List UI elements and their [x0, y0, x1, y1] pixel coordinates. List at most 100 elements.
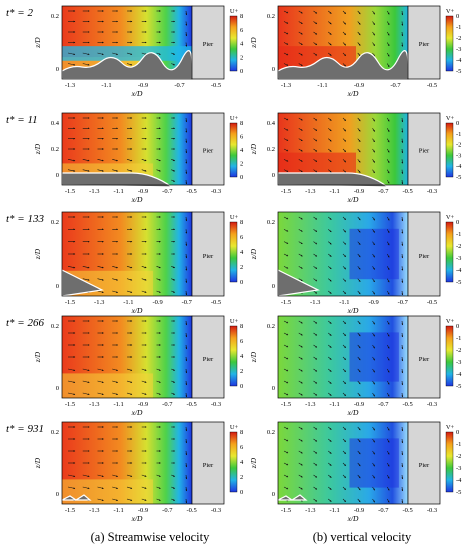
- velocity-vector: [328, 392, 332, 396]
- colorbar: [229, 431, 238, 493]
- colorbar-title: U+: [230, 115, 239, 122]
- velocity-vector: [401, 42, 404, 47]
- velocity-vector: [298, 52, 303, 56]
- velocity-vector: [401, 216, 404, 222]
- pier-block: [191, 211, 225, 297]
- velocity-vector: [342, 368, 347, 373]
- colorbar-tick: -2: [456, 347, 461, 354]
- velocity-vector: [112, 266, 119, 269]
- velocity-vector: [328, 278, 332, 282]
- velocity-vector: [313, 344, 318, 348]
- velocity-vector: [97, 266, 104, 269]
- x-tick-label: -1.3: [305, 188, 315, 195]
- y-tick-label: 0: [56, 385, 59, 392]
- velocity-vector: [401, 474, 404, 480]
- velocity-vector: [141, 392, 147, 395]
- velocity-vector: [401, 278, 404, 283]
- y-tick-label: 0: [56, 66, 59, 73]
- velocity-vector: [298, 474, 303, 478]
- y-axis-label: z/D: [249, 248, 258, 260]
- y-tick-label: 0: [272, 172, 275, 179]
- pier-label: Pier: [203, 253, 214, 260]
- downflow-zone: [278, 152, 356, 175]
- colorbar-tick: -5: [456, 279, 461, 286]
- near-bed-band: [62, 46, 192, 61]
- velocity-vector: [357, 229, 361, 233]
- velocity-vector: [372, 320, 375, 325]
- velocity-vector: [156, 368, 161, 371]
- colorbar-tick: -4: [456, 371, 462, 378]
- colorbar: [229, 15, 238, 72]
- x-tick-label: -0.5: [427, 82, 437, 89]
- velocity-vector: [313, 486, 318, 490]
- velocity-vector: [82, 380, 90, 384]
- x-axis-label: x/D: [131, 195, 143, 204]
- velocity-vector: [372, 332, 375, 337]
- time-label: t* = 11: [6, 114, 38, 126]
- velocity-vector: [386, 169, 390, 174]
- velocity-vector: [357, 356, 361, 361]
- velocity-vector: [342, 344, 347, 349]
- pier-label: Pier: [203, 41, 214, 48]
- velocity-vector: [283, 216, 289, 220]
- velocity-vector: [283, 52, 289, 56]
- velocity-vector: [185, 392, 188, 398]
- velocity-vector: [156, 290, 161, 293]
- velocity-vector: [126, 52, 133, 55]
- velocity-vector: [283, 63, 289, 66]
- velocity-vector: [372, 169, 375, 174]
- velocity-vector: [185, 332, 188, 338]
- x-tick-label: -0.5: [187, 188, 197, 195]
- scour-bed: [61, 172, 174, 188]
- colorbar: [229, 325, 238, 387]
- time-label: t* = 266: [6, 317, 44, 329]
- velocity-vector: [386, 229, 390, 233]
- velocity-vector: [313, 332, 318, 336]
- velocity-vector: [141, 380, 147, 383]
- velocity-vector: [126, 486, 133, 489]
- vertical-panel: Pier 0.2 0 z/D -1.5 -1.3 -1.1 -0.9 -0.7 -0.5 -0.3 x…: [249, 315, 462, 417]
- velocity-vector: [357, 31, 361, 36]
- velocity-vector: [283, 344, 289, 348]
- velocity-vector: [283, 117, 289, 121]
- velocity-vector: [171, 52, 176, 55]
- velocity-vector: [185, 266, 188, 271]
- velocity-vector: [112, 278, 119, 281]
- velocity-vector: [386, 31, 390, 36]
- velocity-vector: [357, 266, 361, 270]
- velocity-vector: [313, 229, 318, 232]
- y-axis-label: z/D: [249, 457, 258, 469]
- x-tick-label: -0.9: [368, 299, 378, 306]
- x-tick-label: -0.3: [427, 507, 437, 514]
- velocity-vector: [401, 368, 404, 374]
- velocity-vector: [328, 332, 332, 336]
- velocity-vector: [97, 392, 104, 396]
- colorbar-tick: 8: [240, 13, 243, 20]
- colorbar-tick: -2: [456, 243, 461, 250]
- x-tick-label: -0.7: [174, 82, 185, 89]
- velocity-vector: [97, 474, 104, 478]
- velocity-vector: [156, 498, 161, 501]
- x-tick-label: -1.1: [330, 188, 340, 195]
- velocity-vector: [283, 392, 289, 396]
- velocity-vector: [342, 392, 347, 397]
- velocity-vector: [298, 148, 303, 152]
- velocity-vector: [357, 486, 361, 491]
- velocity-vector: [171, 368, 176, 371]
- colorbar-title: U+: [230, 318, 239, 325]
- colorbar-tick: -5: [456, 174, 461, 181]
- velocity-vector: [328, 290, 332, 294]
- velocity-vector: [185, 498, 188, 504]
- y-tick-label: 0: [272, 283, 275, 290]
- velocity-vector: [328, 169, 332, 173]
- colorbar-tick: 0: [456, 13, 459, 20]
- velocity-vector: [97, 380, 104, 384]
- colorbar-tick: -4: [456, 163, 462, 170]
- velocity-vector: [283, 356, 289, 360]
- velocity-vector: [156, 380, 161, 383]
- velocity-vector: [386, 216, 390, 221]
- velocity-vector: [298, 21, 303, 24]
- velocity-vector: [298, 241, 303, 245]
- x-axis-label: x/D: [347, 89, 359, 98]
- velocity-vector: [401, 486, 404, 492]
